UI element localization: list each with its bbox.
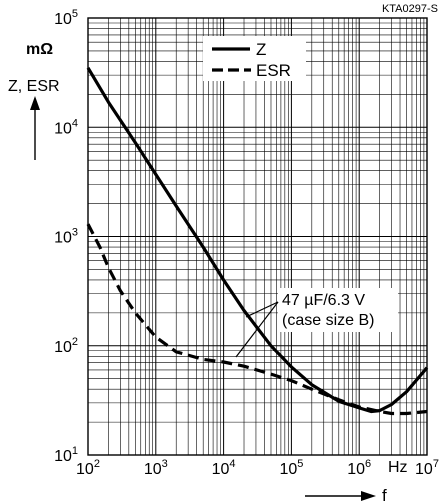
x-tick-label: 105 (279, 458, 303, 478)
plot-frame (87, 17, 428, 456)
grid (88, 18, 427, 455)
x-axis-label: f (382, 486, 387, 504)
legend: Z ESR (203, 36, 306, 81)
x-tick-labels: 102 103 104 105 106 107 (76, 458, 439, 478)
y-tick-labels: 101 102 103 104 105 (54, 8, 78, 465)
series-z-line (86, 66, 429, 414)
legend-esr-label: ESR (256, 61, 291, 80)
series-esr-line (86, 223, 428, 416)
y-unit-label: mΩ (26, 41, 53, 58)
annotation-line2: (case size B) (282, 312, 374, 329)
x-tick-label: 106 (347, 458, 371, 478)
annotation-bg (278, 288, 398, 332)
annotation-leader-esr (235, 301, 279, 358)
y-tick-label: 101 (54, 445, 78, 465)
x-unit-label: Hz (388, 459, 408, 476)
legend-z-label: Z (256, 40, 266, 59)
y-tick-label: 105 (54, 8, 78, 28)
y-tick-label: 102 (54, 336, 78, 356)
x-axis-arrow (305, 491, 376, 501)
x-tick-label: 103 (144, 458, 168, 478)
y-tick-label: 103 (54, 227, 78, 247)
y-tick-label: 104 (54, 117, 78, 137)
annotation-line1: 47 µF/6.3 V (282, 292, 365, 309)
figure-id: KTA0297-S (382, 3, 438, 15)
x-tick-label: 104 (212, 458, 236, 478)
x-tick-label: 107 (415, 458, 439, 478)
y-axis-arrow (30, 96, 40, 160)
annotation: 47 µF/6.3 V (case size B) (235, 288, 398, 358)
y-axis-label: Z, ESR (8, 78, 60, 95)
series-layer (86, 66, 429, 416)
x-tick-label: 102 (76, 458, 100, 478)
annotation-leader-z (245, 301, 279, 318)
legend-box (203, 36, 306, 81)
